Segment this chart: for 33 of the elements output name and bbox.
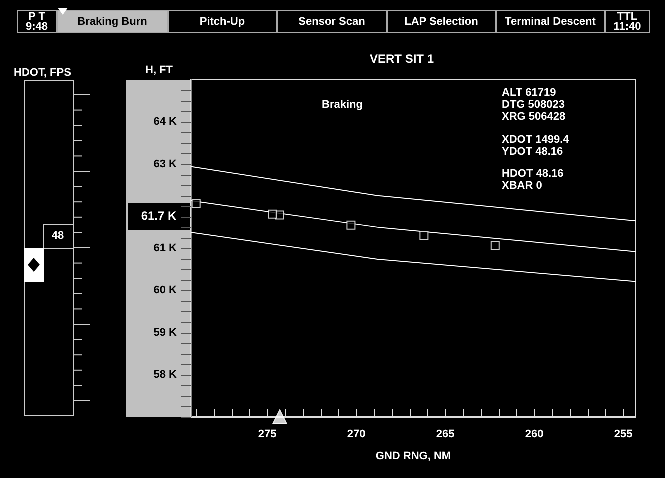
text: Braking Burn (57, 10, 168, 33)
y-tick-label: 64 K (154, 116, 178, 128)
text: Pitch-Up (168, 10, 277, 33)
x-tick-label: 275 (258, 428, 277, 440)
annotation: HDOT 48.16 XBAR 0 (502, 168, 564, 192)
point (268, 210, 278, 219)
y-tick-label: 61 K (154, 242, 178, 254)
point (346, 220, 356, 230)
point (490, 241, 500, 250)
x-tick-label: 265 (436, 428, 455, 440)
y-tick-label: 60 K (154, 284, 178, 297)
point (272, 410, 288, 424)
point (420, 230, 429, 240)
point (192, 199, 201, 208)
y-axis-title: H, FT (146, 64, 174, 76)
text: P T 9:48 (17, 10, 57, 33)
annotation: XDOT 1499.4 YDOT 48.16 (502, 134, 570, 158)
x-tick-label: 255 (614, 428, 633, 440)
annotation: Braking (322, 99, 363, 111)
x-axis-title: GND RNG, NM (376, 450, 452, 462)
y-tick-label: 63 K (154, 158, 178, 170)
y-tick-label: 58 K (154, 368, 178, 381)
annotation: ALT 61719 DTG 508023 XRG 506428 (502, 87, 566, 123)
x-tick-label: 270 (347, 428, 366, 440)
text: Terminal Descent (496, 10, 605, 33)
chart-title: VERT SIT 1 (370, 52, 434, 66)
text: 61.7 K (141, 209, 178, 223)
text: TTL 11:40 (605, 10, 650, 33)
text: HDOT, FPS (14, 67, 72, 79)
y-tick-label: 59 K (154, 326, 178, 339)
text: Sensor Scan (277, 10, 387, 33)
text: LAP Selection (387, 10, 496, 33)
x-tick-label: 260 (525, 428, 544, 440)
